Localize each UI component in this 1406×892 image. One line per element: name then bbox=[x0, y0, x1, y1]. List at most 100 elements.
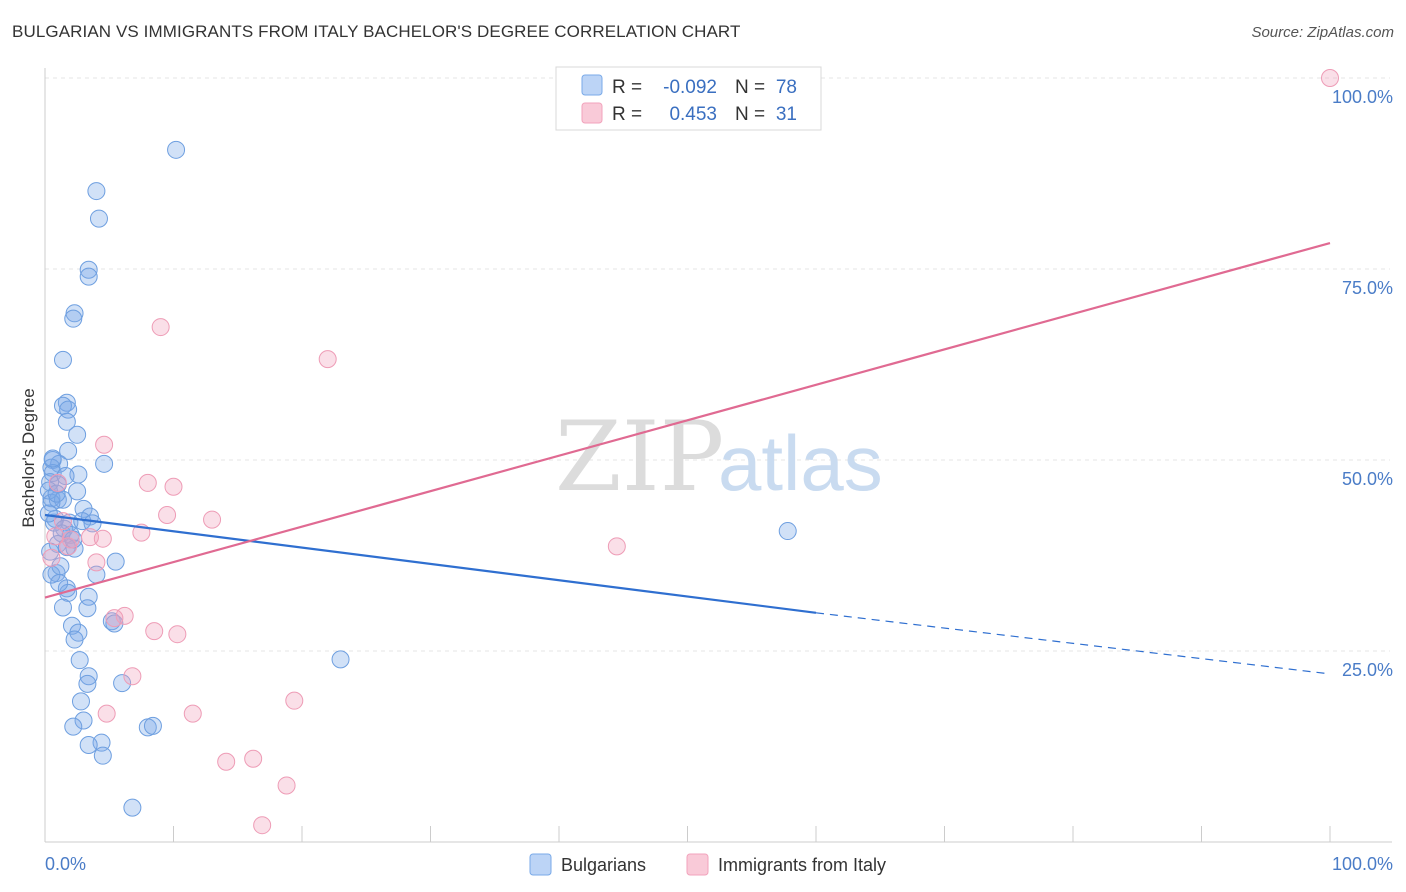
point-italy-14 bbox=[53, 512, 72, 531]
stat-r-label-italy: R = bbox=[612, 104, 642, 125]
legend-swatch-bulgarians bbox=[529, 853, 552, 876]
legend-label-bulgarians: Bulgarians bbox=[561, 855, 646, 875]
x-tick-label-left: 0.0% bbox=[45, 854, 86, 874]
point-bulgarians-30 bbox=[44, 513, 63, 532]
point-bulgarians-77 bbox=[50, 574, 69, 593]
stat-n-label-bulgarians: N = bbox=[735, 77, 765, 98]
point-bulgarians-12 bbox=[68, 425, 87, 444]
point-bulgarians-44 bbox=[79, 587, 98, 606]
point-italy-20 bbox=[607, 537, 626, 556]
point-italy-24 bbox=[285, 691, 304, 710]
x-tick-label-right: 100.0% bbox=[1332, 854, 1393, 874]
legend-label-italy: Immigrants from Italy bbox=[718, 855, 886, 875]
legend-swatch-italy bbox=[686, 853, 709, 876]
point-bulgarians-54 bbox=[79, 667, 98, 686]
point-italy-9 bbox=[80, 528, 99, 547]
point-italy-26 bbox=[244, 749, 263, 768]
point-bulgarians-76 bbox=[43, 449, 62, 468]
trend-lines bbox=[44, 241, 1331, 675]
trend-line-bulgarians bbox=[44, 513, 817, 614]
point-italy-28 bbox=[253, 816, 272, 835]
point-italy-27 bbox=[277, 776, 296, 795]
point-bulgarians-48 bbox=[105, 614, 124, 633]
y-tick-label-1: 50.0% bbox=[1342, 469, 1393, 489]
point-italy-10 bbox=[93, 529, 112, 548]
y-tick-label-3: 100.0% bbox=[1332, 87, 1393, 107]
point-bulgarians-46 bbox=[78, 599, 97, 618]
point-bulgarians-58 bbox=[74, 711, 93, 730]
point-italy-0 bbox=[1321, 69, 1339, 87]
point-bulgarians-74 bbox=[83, 514, 102, 533]
y-axis-title: Bachelor's Degree bbox=[19, 388, 38, 527]
point-bulgarians-51 bbox=[65, 630, 84, 649]
point-italy-4 bbox=[138, 473, 157, 492]
point-bulgarians-22 bbox=[68, 482, 87, 501]
gridlines bbox=[45, 77, 1390, 652]
point-bulgarians-11 bbox=[57, 412, 76, 431]
series-legend: Bulgarians Immigrants from Italy bbox=[529, 853, 886, 876]
point-italy-2 bbox=[318, 350, 337, 369]
stats-swatch-bulgarians bbox=[581, 74, 603, 96]
point-italy-3 bbox=[95, 435, 114, 454]
point-bulgarians-68 bbox=[39, 504, 58, 523]
point-bulgarians-66 bbox=[778, 522, 797, 541]
stat-n-value-italy: 31 bbox=[776, 104, 797, 125]
point-bulgarians-52 bbox=[70, 651, 89, 670]
source-note: Source: ZipAtlas.com bbox=[1251, 24, 1394, 41]
point-italy-30 bbox=[46, 527, 65, 546]
point-italy-22 bbox=[123, 667, 142, 686]
point-bulgarians-7 bbox=[53, 350, 72, 369]
point-bulgarians-64 bbox=[93, 746, 112, 765]
point-italy-11 bbox=[48, 473, 67, 492]
y-tick-label-0: 25.0% bbox=[1342, 660, 1393, 680]
chart-title: BULGARIAN VS IMMIGRANTS FROM ITALY BACHE… bbox=[12, 22, 741, 41]
watermark-atlas: atlas bbox=[718, 419, 883, 507]
point-italy-5 bbox=[164, 477, 183, 496]
point-bulgarians-13 bbox=[59, 441, 78, 460]
point-bulgarians-18 bbox=[95, 454, 114, 473]
point-italy-23 bbox=[183, 704, 202, 723]
watermark: ZIP atlas bbox=[555, 401, 883, 513]
point-italy-7 bbox=[203, 510, 222, 529]
point-bulgarians-72 bbox=[56, 467, 75, 486]
point-bulgarians-57 bbox=[71, 692, 90, 711]
point-bulgarians-4 bbox=[79, 267, 98, 286]
point-italy-21 bbox=[97, 704, 116, 723]
stat-r-value-italy: 0.453 bbox=[669, 104, 717, 125]
stat-r-value-bulgarians: -0.092 bbox=[663, 77, 717, 98]
stat-n-label-italy: N = bbox=[735, 104, 765, 125]
point-bulgarians-63 bbox=[79, 735, 98, 754]
point-italy-17 bbox=[145, 622, 164, 641]
stat-r-label-bulgarians: R = bbox=[612, 77, 642, 98]
point-italy-6 bbox=[158, 506, 177, 525]
point-italy-25 bbox=[217, 752, 236, 771]
stats-legend: R = -0.092 N = 78 R = 0.453 N = 31 bbox=[555, 66, 822, 131]
trend-line-bulgarians-extrapolated bbox=[815, 612, 1331, 675]
point-bulgarians-49 bbox=[62, 616, 81, 635]
point-italy-29 bbox=[59, 537, 78, 556]
y-tick-label-2: 75.0% bbox=[1342, 278, 1393, 298]
watermark-zip: ZIP bbox=[555, 401, 724, 513]
trend-line-italy bbox=[44, 241, 1331, 599]
point-bulgarians-2 bbox=[89, 209, 108, 228]
point-bulgarians-1 bbox=[87, 182, 106, 201]
stat-n-value-bulgarians: 78 bbox=[776, 77, 797, 98]
point-bulgarians-65 bbox=[123, 798, 142, 817]
point-italy-12 bbox=[87, 553, 106, 572]
stats-swatch-italy bbox=[581, 102, 603, 124]
point-italy-1 bbox=[151, 318, 170, 337]
point-bulgarians-61 bbox=[143, 716, 162, 735]
point-italy-15 bbox=[42, 548, 61, 567]
point-bulgarians-38 bbox=[106, 552, 125, 571]
series-italy bbox=[42, 69, 1339, 835]
point-bulgarians-53 bbox=[331, 650, 350, 669]
point-bulgarians-45 bbox=[53, 598, 72, 617]
point-bulgarians-3 bbox=[79, 260, 98, 279]
point-bulgarians-0 bbox=[167, 140, 186, 159]
point-bulgarians-55 bbox=[78, 674, 97, 693]
point-bulgarians-59 bbox=[64, 717, 83, 736]
tick-labels: 25.0% 50.0% 75.0% 100.0% 0.0% 100.0% bbox=[45, 87, 1393, 874]
point-italy-13 bbox=[61, 530, 80, 549]
point-bulgarians-6 bbox=[64, 309, 83, 328]
